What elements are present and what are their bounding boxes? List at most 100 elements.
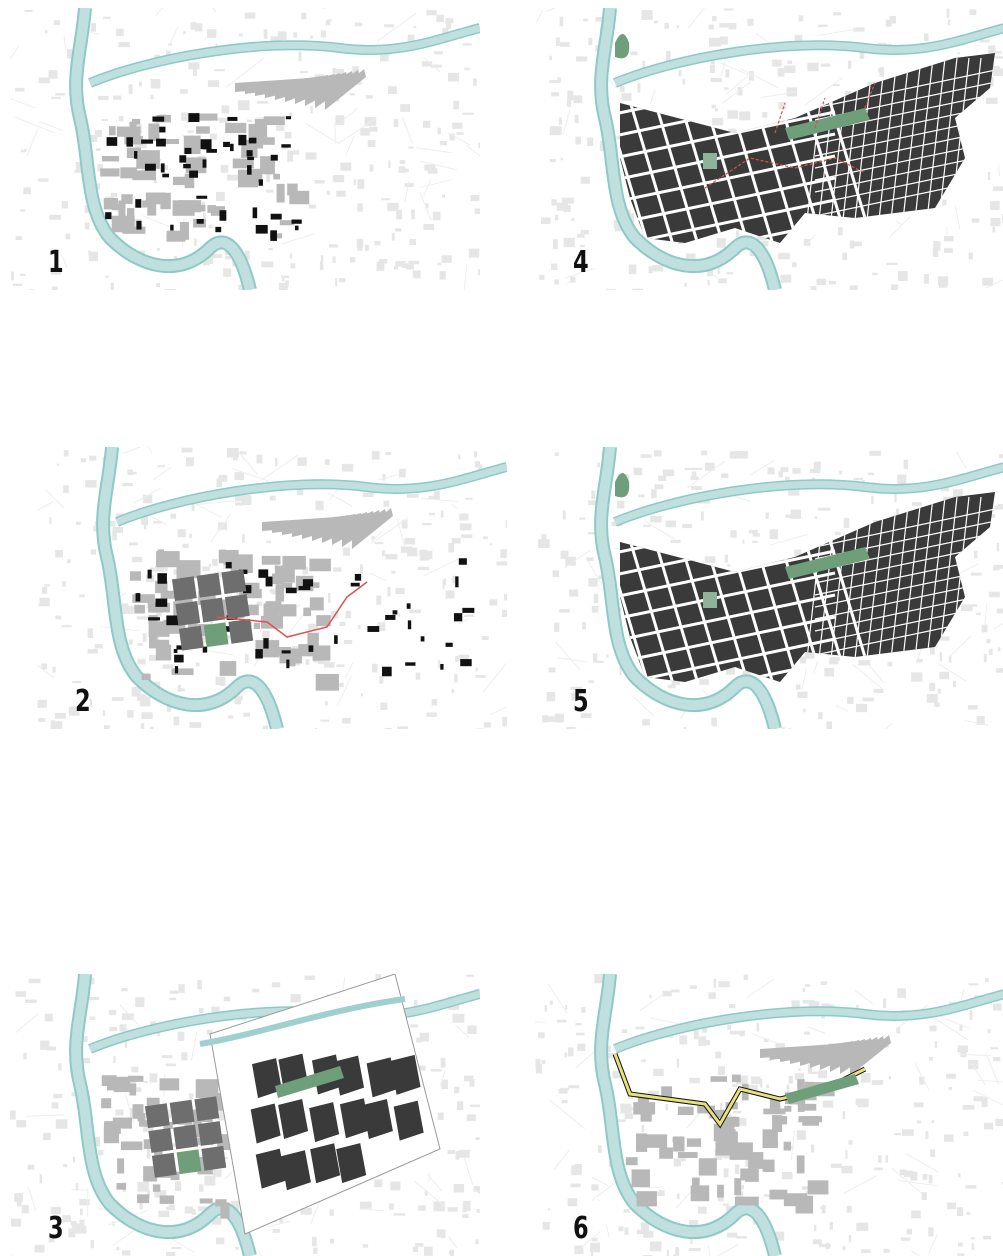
background-building — [440, 141, 447, 145]
background-building — [390, 1182, 400, 1191]
background-building — [149, 655, 156, 661]
street-line — [238, 451, 257, 474]
background-building — [55, 616, 61, 620]
background-building — [437, 128, 440, 134]
street-line — [26, 1115, 64, 1116]
map-svg — [535, 974, 1003, 1256]
background-building — [736, 231, 739, 237]
background-building — [343, 548, 350, 556]
background-building — [397, 726, 408, 729]
black-building — [227, 117, 237, 121]
background-building — [306, 659, 310, 665]
street-line — [708, 1245, 738, 1256]
background-building — [829, 281, 836, 284]
background-building — [181, 1052, 187, 1060]
background-building — [221, 105, 229, 113]
background-building — [147, 1149, 151, 1159]
background-building — [138, 643, 143, 646]
background-building — [112, 697, 124, 701]
background-building — [336, 664, 344, 667]
background-building — [81, 458, 86, 462]
existing-block — [734, 1178, 741, 1195]
black-building — [454, 613, 462, 621]
background-building — [988, 172, 990, 180]
background-building — [143, 633, 147, 642]
background-building — [98, 96, 108, 100]
background-building — [559, 609, 570, 613]
black-building — [309, 645, 314, 652]
background-building — [40, 1174, 42, 1183]
grid-blocks — [172, 569, 253, 650]
background-building — [821, 1003, 829, 1006]
background-building — [535, 1059, 540, 1068]
background-building — [639, 1231, 645, 1234]
background-building — [386, 452, 392, 455]
black-building — [170, 225, 173, 231]
background-building — [446, 19, 451, 29]
background-building — [424, 1247, 433, 1256]
background-building — [878, 1155, 882, 1162]
background-building — [383, 501, 389, 507]
grid-block — [200, 598, 225, 623]
background-building — [708, 992, 715, 999]
background-building — [25, 1000, 37, 1003]
background-building — [994, 565, 1003, 569]
background-building — [550, 159, 556, 162]
existing-block — [313, 645, 331, 660]
background-building — [642, 10, 653, 20]
background-building — [717, 238, 726, 248]
background-building — [723, 1204, 729, 1206]
background-building — [835, 532, 841, 536]
background-building — [320, 720, 329, 722]
black-building — [185, 148, 192, 154]
background-building — [838, 227, 843, 235]
background-building — [113, 96, 121, 100]
background-building — [432, 699, 437, 706]
background-building — [802, 1186, 809, 1190]
background-building — [553, 570, 559, 577]
background-building — [567, 91, 573, 101]
background-building — [689, 1248, 701, 1251]
background-building — [917, 1121, 921, 1124]
background-building — [944, 236, 954, 241]
background-building — [354, 179, 356, 185]
background-building — [727, 1025, 731, 1030]
background-building — [939, 672, 949, 679]
existing-block — [316, 674, 339, 691]
street-line — [606, 1224, 609, 1237]
background-building — [650, 1241, 662, 1251]
background-building — [225, 256, 231, 259]
background-building — [368, 140, 376, 147]
background-building — [862, 698, 874, 702]
background-building — [178, 1032, 185, 1041]
background-building — [162, 1055, 173, 1058]
background-building — [705, 557, 713, 560]
background-building — [433, 1201, 444, 1211]
street-line — [650, 89, 655, 105]
existing-block — [117, 1158, 124, 1173]
background-building — [506, 520, 507, 528]
street-line — [708, 1245, 711, 1256]
street-line — [402, 117, 412, 143]
background-building — [139, 1203, 142, 1210]
background-building — [73, 1157, 75, 1163]
black-building — [145, 164, 156, 171]
background-building — [677, 1059, 679, 1068]
street-line — [27, 129, 38, 157]
background-building — [861, 1249, 870, 1253]
background-building — [652, 265, 664, 271]
background-building — [376, 596, 381, 605]
background-building — [132, 557, 142, 562]
background-building — [720, 36, 728, 44]
background-building — [679, 70, 682, 76]
background-building — [178, 688, 185, 691]
black-building — [174, 649, 178, 653]
background-building — [285, 132, 292, 138]
street-line — [756, 33, 769, 43]
background-building — [452, 123, 462, 129]
background-building — [131, 1067, 138, 1073]
background-building — [818, 712, 822, 719]
background-building — [186, 457, 194, 466]
black-building — [259, 179, 263, 185]
background-building — [818, 1070, 827, 1078]
